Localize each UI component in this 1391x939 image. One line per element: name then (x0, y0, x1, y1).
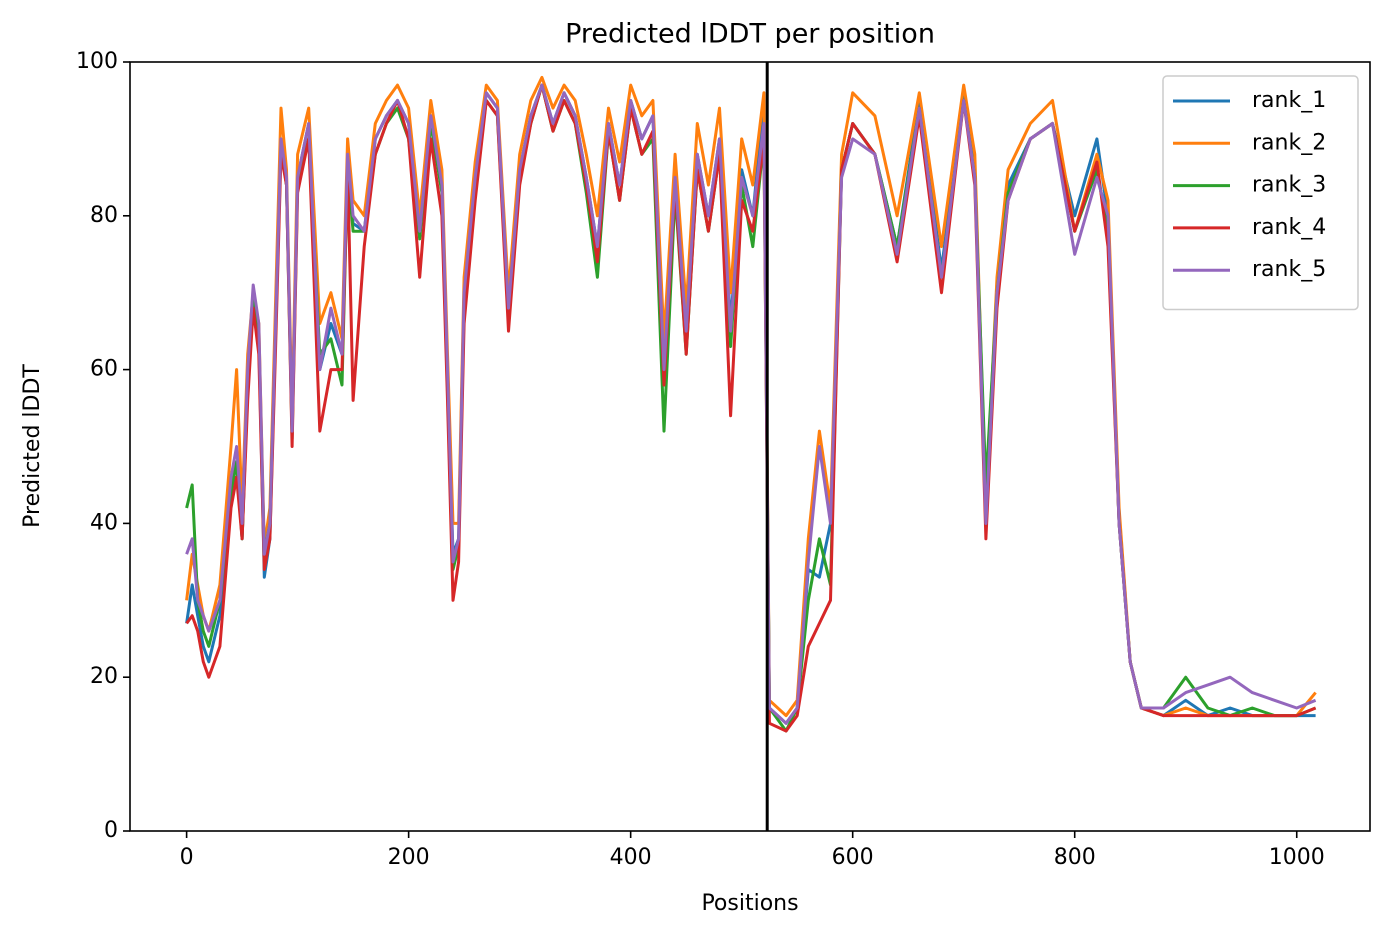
legend-label: rank_2 (1252, 130, 1326, 155)
y-tick-label: 100 (76, 49, 118, 74)
legend-label: rank_5 (1252, 257, 1326, 282)
x-tick-label: 1000 (1269, 845, 1325, 870)
legend-label: rank_3 (1252, 173, 1326, 198)
x-tick-label: 400 (610, 845, 652, 870)
legend-box (1162, 75, 1359, 311)
series-line (185, 75, 1317, 718)
x-tick-label: 200 (388, 845, 430, 870)
y-tick-label: 60 (90, 357, 118, 382)
x-tick-label: 800 (1054, 845, 1096, 870)
legend-label: rank_4 (1252, 215, 1326, 240)
legend: rank_1 rank_2 rank_3 rank_4 rank_5 (1162, 75, 1359, 311)
y-tick-label: 0 (104, 818, 118, 843)
x-tick-label: 0 (180, 845, 194, 870)
chart-title: Predicted lDDT per position (565, 19, 935, 50)
plot-frame (129, 61, 1371, 832)
y-tick-label: 80 (90, 203, 118, 228)
plot-lines (185, 75, 1317, 733)
x-tick-label: 600 (832, 845, 874, 870)
legend-label: rank_1 (1252, 88, 1326, 113)
series-line (185, 83, 1317, 725)
y-tick-label: 20 (90, 664, 118, 689)
y-axis-label: Predicted lDDT (20, 364, 45, 528)
x-axis-label: Positions (701, 891, 798, 916)
y-tick-label: 40 (90, 510, 118, 535)
